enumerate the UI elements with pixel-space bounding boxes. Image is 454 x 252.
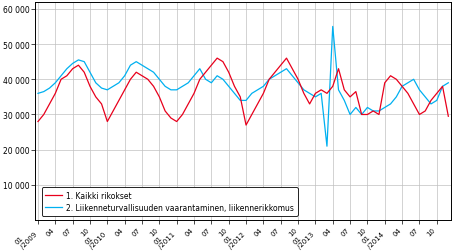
1. Kaikki rikokset [35, 120, 41, 123]
2. Liikenneturvallisuuden vaarantaminen, liikennerikkomus [324, 145, 330, 148]
Legend: 1. Kaikki rikokset, 2. Liikenneturvallisuuden vaarantaminen, liikennerikkomus: 1. Kaikki rikokset, 2. Liikenneturvallis… [41, 187, 298, 216]
2. Liikenneturvallisuuden vaarantaminen, liikennerikkomus [423, 96, 428, 99]
2. Liikenneturvallisuuden vaarantaminen, liikennerikkomus [330, 26, 336, 29]
1. Kaikki rikokset [174, 120, 179, 123]
2. Liikenneturvallisuuden vaarantaminen, liikennerikkomus [174, 89, 179, 92]
1. Kaikki rikokset [214, 57, 220, 60]
Line: 2. Liikenneturvallisuuden vaarantaminen, liikennerikkomus: 2. Liikenneturvallisuuden vaarantaminen,… [38, 27, 449, 147]
2. Liikenneturvallisuuden vaarantaminen, liikennerikkomus [93, 82, 99, 85]
2. Liikenneturvallisuuden vaarantaminen, liikennerikkomus [266, 78, 272, 81]
2. Liikenneturvallisuuden vaarantaminen, liikennerikkomus [446, 82, 451, 85]
Line: 1. Kaikki rikokset: 1. Kaikki rikokset [38, 59, 449, 125]
1. Kaikki rikokset [243, 124, 249, 127]
1. Kaikki rikokset [324, 92, 330, 96]
2. Liikenneturvallisuuden vaarantaminen, liikennerikkomus [35, 92, 41, 96]
1. Kaikki rikokset [278, 65, 283, 68]
2. Liikenneturvallisuuden vaarantaminen, liikennerikkomus [296, 82, 301, 85]
1. Kaikki rikokset [423, 110, 428, 113]
1. Kaikki rikokset [307, 103, 312, 106]
2. Liikenneturvallisuuden vaarantaminen, liikennerikkomus [313, 96, 318, 99]
1. Kaikki rikokset [446, 115, 451, 118]
1. Kaikki rikokset [93, 96, 99, 99]
